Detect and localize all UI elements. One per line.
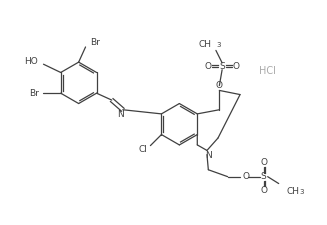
Text: O: O bbox=[260, 186, 267, 195]
Text: O: O bbox=[205, 63, 212, 72]
Text: Br: Br bbox=[29, 89, 39, 98]
Text: 3: 3 bbox=[300, 189, 304, 195]
Text: O: O bbox=[260, 158, 267, 167]
Text: S: S bbox=[261, 172, 267, 181]
Text: O: O bbox=[242, 172, 249, 181]
Text: S: S bbox=[219, 63, 225, 72]
Text: HO: HO bbox=[24, 57, 38, 66]
Text: CH: CH bbox=[287, 187, 300, 196]
Text: HCl: HCl bbox=[259, 66, 275, 76]
Text: 3: 3 bbox=[216, 42, 221, 48]
Text: Cl: Cl bbox=[138, 145, 147, 154]
Text: N: N bbox=[205, 151, 212, 160]
Text: O: O bbox=[232, 63, 239, 72]
Text: O: O bbox=[216, 81, 223, 90]
Text: CH: CH bbox=[199, 40, 212, 50]
Text: N: N bbox=[117, 110, 123, 119]
Text: Br: Br bbox=[90, 38, 99, 47]
